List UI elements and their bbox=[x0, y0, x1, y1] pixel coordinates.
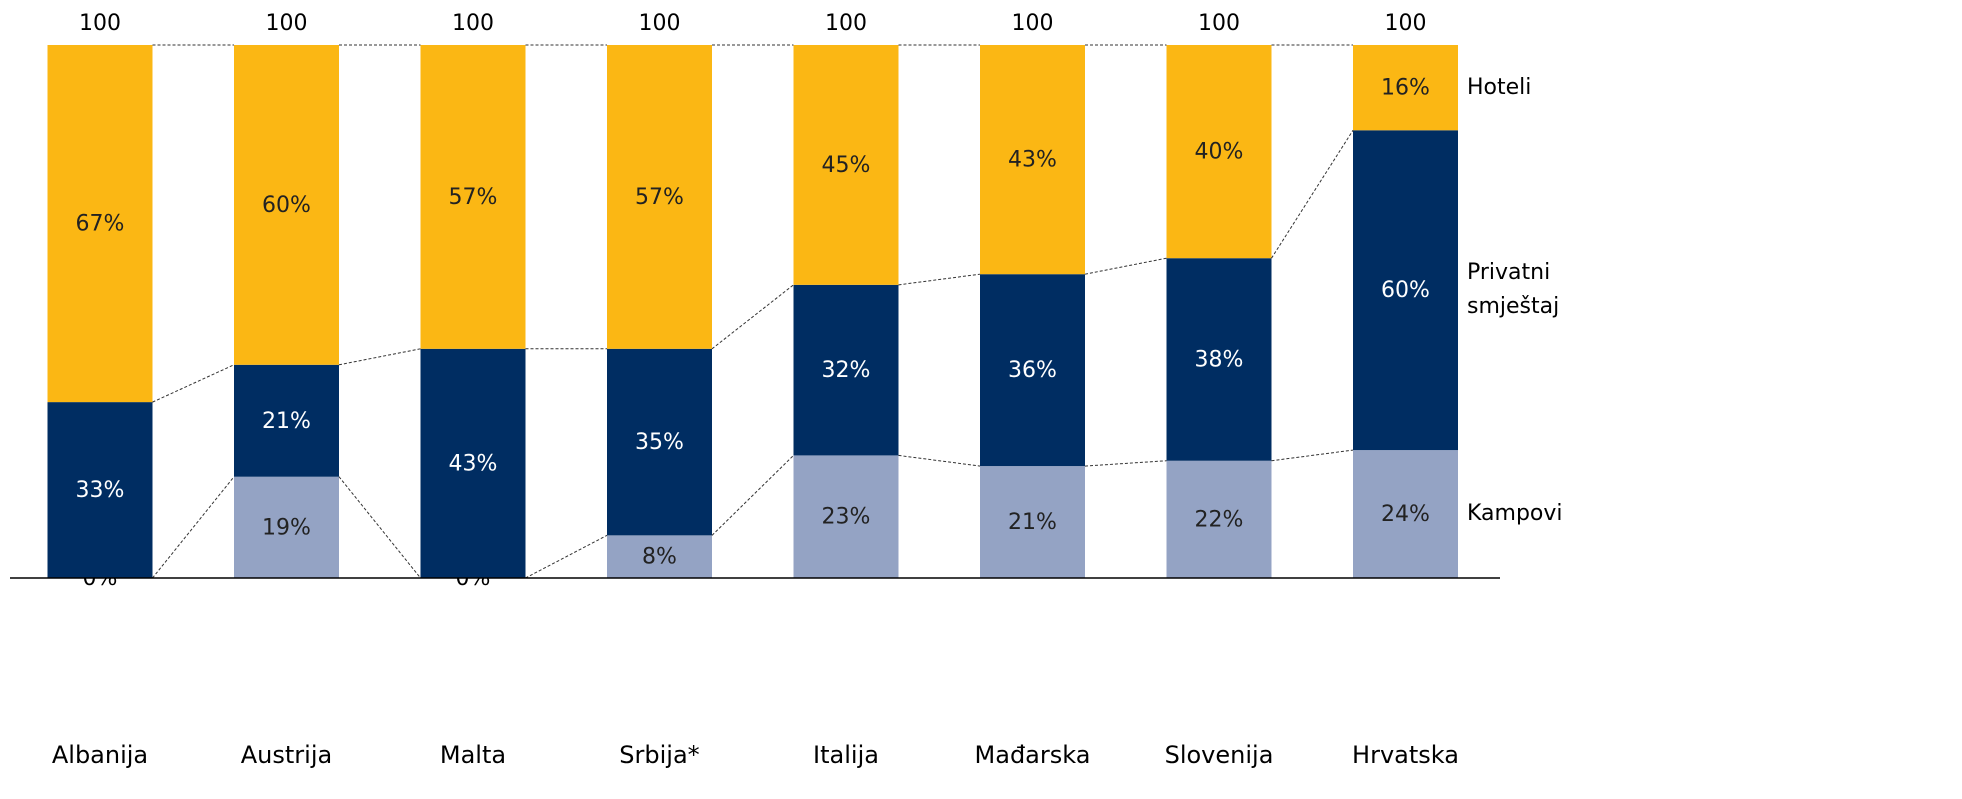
x-tick-label: Mađarska bbox=[975, 741, 1091, 769]
connector bbox=[711, 455, 794, 536]
connector bbox=[1084, 257, 1167, 275]
legend-entry: Privatni smještaj bbox=[1467, 260, 1560, 320]
data-label: 24% bbox=[1381, 502, 1430, 527]
bar-segment bbox=[1166, 258, 1272, 461]
bar-segment bbox=[793, 284, 899, 456]
bar-segment bbox=[1353, 130, 1458, 451]
data-label: 33% bbox=[76, 478, 125, 503]
connector bbox=[1084, 460, 1167, 467]
total-label: 100 bbox=[452, 11, 494, 36]
data-label: 16% bbox=[1381, 76, 1430, 101]
data-label: 21% bbox=[262, 409, 311, 434]
bar-segment bbox=[234, 476, 339, 578]
connector bbox=[711, 284, 794, 350]
connector bbox=[898, 454, 981, 467]
data-label: 32% bbox=[822, 358, 871, 383]
total-label: 100 bbox=[1012, 11, 1054, 36]
data-label: 35% bbox=[635, 430, 684, 455]
data-label: 60% bbox=[1381, 278, 1430, 303]
bar-segment bbox=[607, 348, 712, 536]
connector bbox=[152, 476, 235, 579]
legend-entry: Hoteli bbox=[1467, 74, 1532, 100]
data-label: 19% bbox=[262, 515, 311, 540]
total-label: 100 bbox=[1198, 11, 1240, 36]
data-label: 67% bbox=[76, 212, 125, 237]
total-label: 100 bbox=[1385, 11, 1427, 36]
bar-segment bbox=[793, 45, 899, 285]
total-label: 100 bbox=[639, 11, 681, 36]
data-label: 38% bbox=[1195, 347, 1244, 372]
x-tick-label: Italija bbox=[813, 741, 879, 769]
x-tick-label: Austrija bbox=[241, 741, 332, 769]
connector bbox=[1271, 449, 1354, 462]
data-label: 8% bbox=[642, 545, 677, 570]
data-label: 57% bbox=[449, 185, 498, 210]
bar-segment bbox=[607, 535, 712, 578]
bar-segment bbox=[47, 45, 153, 403]
x-tick-label: Malta bbox=[440, 741, 506, 769]
data-label: 43% bbox=[449, 451, 498, 476]
connector bbox=[1271, 130, 1354, 259]
data-label: 23% bbox=[822, 505, 871, 530]
data-label: 36% bbox=[1008, 358, 1057, 383]
data-label: 57% bbox=[635, 185, 684, 210]
bar-segment bbox=[47, 402, 153, 578]
connector bbox=[898, 273, 981, 286]
x-tick-label: Srbija* bbox=[619, 741, 699, 769]
x-tick-label: Hrvatska bbox=[1352, 741, 1459, 769]
connector bbox=[338, 348, 421, 366]
bar-segment bbox=[1353, 45, 1458, 131]
data-label: 45% bbox=[822, 153, 871, 178]
bar-segment bbox=[1353, 450, 1458, 578]
connector bbox=[338, 476, 421, 579]
bar-segment bbox=[607, 45, 712, 349]
data-label: 21% bbox=[1008, 510, 1057, 535]
bar-segment bbox=[793, 455, 899, 578]
bar-segment bbox=[980, 274, 1085, 467]
bar-segment bbox=[420, 348, 526, 578]
total-label: 100 bbox=[266, 11, 308, 36]
bar-segment bbox=[1166, 45, 1272, 259]
bar-segment bbox=[1166, 460, 1272, 578]
legend-entry: Kampovi bbox=[1467, 501, 1563, 527]
data-label: 60% bbox=[262, 193, 311, 218]
data-label: 43% bbox=[1008, 148, 1057, 173]
bar-segment bbox=[420, 45, 526, 349]
connector bbox=[525, 534, 608, 579]
total-label: 100 bbox=[825, 11, 867, 36]
data-label: 40% bbox=[1195, 140, 1244, 165]
bar-segment bbox=[980, 45, 1085, 275]
x-tick-label: Albanija bbox=[52, 741, 148, 769]
bar-segment bbox=[234, 364, 339, 477]
bar-segment bbox=[980, 466, 1085, 578]
x-tick-label: Slovenija bbox=[1165, 741, 1274, 769]
total-label: 100 bbox=[79, 11, 121, 36]
bar-segment bbox=[234, 45, 339, 365]
connector bbox=[152, 364, 235, 403]
data-label: 22% bbox=[1195, 507, 1244, 532]
